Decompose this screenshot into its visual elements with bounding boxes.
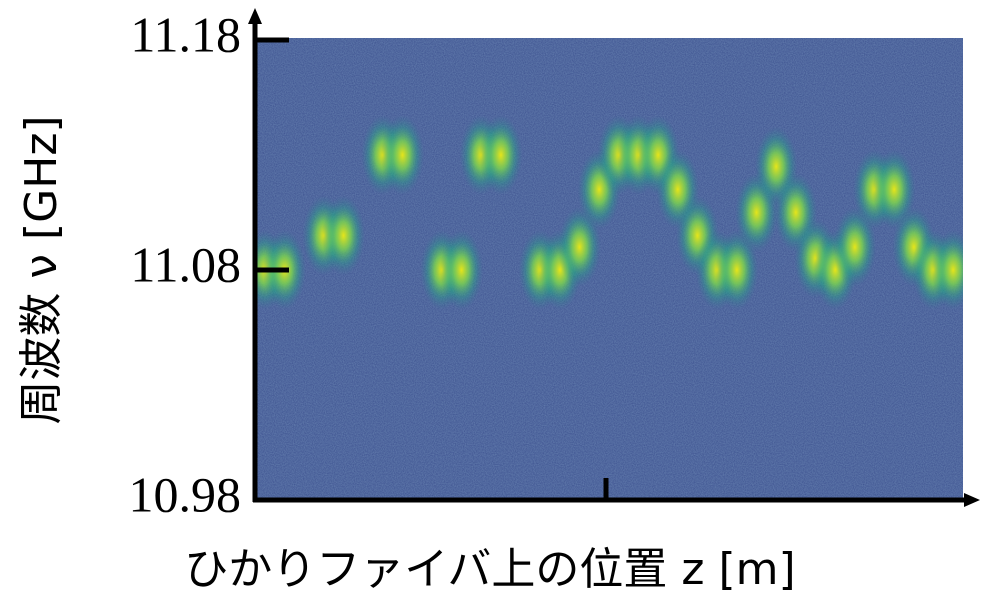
y-tick-label: 11.18 [130, 6, 241, 62]
heatmap-peak [833, 207, 877, 287]
x-axis-arrow [964, 493, 980, 507]
heatmap-peak [872, 149, 916, 230]
y-axis-label: 周波数 ν [GHz] [16, 115, 67, 424]
y-tick-label: 11.08 [130, 236, 241, 292]
y-tick-label: 10.98 [129, 466, 242, 522]
heatmap-peak [439, 230, 484, 310]
x-axis-label: ひかりファイバ上の位置 z [m] [184, 544, 795, 595]
heatmap-peak [380, 115, 425, 195]
heatmap-peak [479, 115, 523, 195]
plot-area [255, 38, 963, 500]
axes [248, 8, 980, 507]
heatmap-peak [931, 230, 963, 310]
heatmap-peak [321, 195, 366, 276]
y-axis-arrow [248, 8, 262, 24]
heatmap-peak [557, 207, 602, 287]
heatmap-peak [715, 230, 759, 310]
